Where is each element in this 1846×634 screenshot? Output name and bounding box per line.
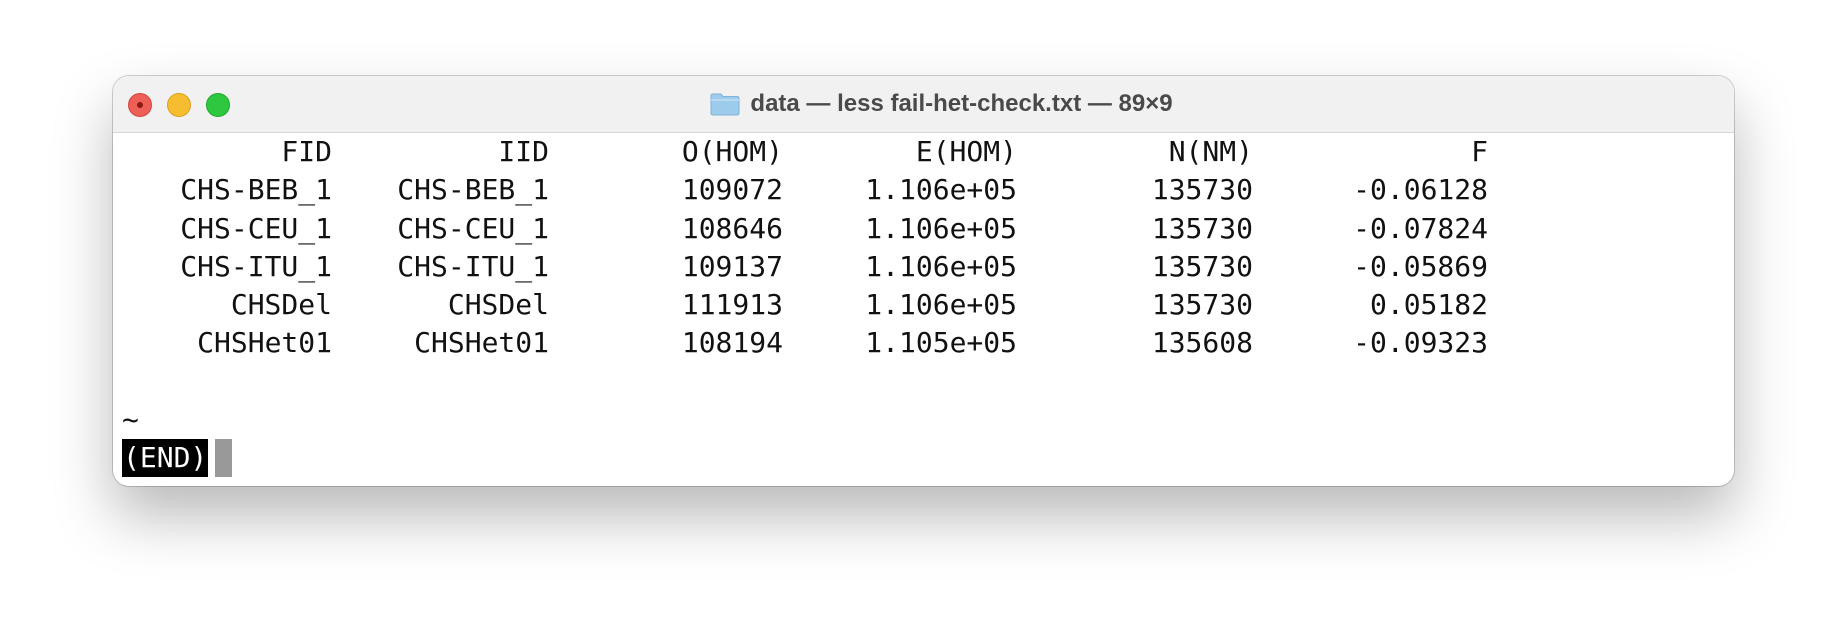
cell-ehom: 1.105e+05	[865, 326, 1017, 360]
cell-ohom: 108646	[681, 211, 783, 245]
window-title: data — less fail-het-check.txt — 89×9	[750, 90, 1173, 117]
cell-nnm: 135730	[1151, 173, 1253, 207]
cell-ehom: 1.106e+05	[865, 173, 1017, 207]
close-button[interactable]	[128, 93, 152, 117]
cell-fid: CHS-BEB_1	[180, 173, 332, 207]
cell-ohom: 111913	[681, 288, 783, 322]
cell-ohom: 108194	[681, 326, 783, 360]
folder-icon	[710, 93, 740, 116]
header-iid: IID	[498, 135, 549, 168]
cell-ehom: 1.106e+05	[865, 211, 1017, 245]
cell-nnm: 135730	[1151, 249, 1253, 283]
cell-iid: CHS-BEB_1	[397, 173, 549, 207]
title-bar[interactable]: data — less fail-het-check.txt — 89×9	[113, 76, 1734, 133]
cell-fid: CHSDel	[230, 288, 332, 322]
cell-nnm: 135608	[1151, 326, 1253, 360]
table-row: CHSDel CHSDel 111913 1.106e+05 135730 0.…	[122, 286, 1734, 324]
prompt-line[interactable]: (END)	[122, 439, 1734, 478]
cell-fid: CHS-ITU_1	[180, 249, 332, 283]
table-row: CHS-CEU_1 CHS-CEU_1 108646 1.106e+05 135…	[122, 210, 1734, 248]
cell-nnm: 135730	[1151, 211, 1253, 245]
header-nnm: N(NM)	[1168, 135, 1253, 168]
cell-f: -0.07824	[1353, 211, 1488, 245]
table-header-row: FID IID O(HOM) E(HOM) N(NM) F	[122, 133, 1734, 171]
table-row: CHS-ITU_1 CHS-ITU_1 109137 1.106e+05 135…	[122, 248, 1734, 286]
cell-iid: CHS-CEU_1	[397, 211, 549, 245]
terminal-content[interactable]: FID IID O(HOM) E(HOM) N(NM) F CHS-BEB_1 …	[122, 133, 1734, 486]
cell-fid: CHS-CEU_1	[180, 211, 332, 245]
minimize-button[interactable]	[167, 93, 191, 117]
header-fid: FID	[281, 135, 332, 168]
tilde-marker: ~	[122, 403, 139, 437]
cell-ohom: 109137	[681, 249, 783, 283]
cell-fid: CHSHet01	[197, 326, 332, 360]
filler-line: ~	[122, 401, 1734, 474]
cell-f: -0.05869	[1353, 249, 1488, 283]
zoom-button[interactable]	[206, 93, 230, 117]
terminal-window: data — less fail-het-check.txt — 89×9 FI…	[113, 76, 1734, 486]
text-cursor	[215, 439, 232, 478]
cell-iid: CHSDel	[447, 288, 549, 322]
cell-iid: CHS-ITU_1	[397, 249, 549, 283]
cell-ehom: 1.106e+05	[865, 249, 1017, 283]
cell-iid: CHSHet01	[414, 326, 549, 360]
cell-nnm: 135730	[1151, 288, 1253, 322]
header-ehom: E(HOM)	[915, 135, 1017, 168]
cell-ohom: 109072	[681, 173, 783, 207]
table-row: CHS-BEB_1 CHS-BEB_1 109072 1.106e+05 135…	[122, 171, 1734, 209]
filler-line: ~	[122, 363, 1734, 436]
header-ohom: O(HOM)	[681, 135, 783, 168]
end-prompt: (END)	[122, 439, 209, 478]
table-row: CHSHet01 CHSHet01 108194 1.105e+05 13560…	[122, 324, 1734, 362]
header-f: F	[1471, 135, 1488, 168]
cell-ehom: 1.106e+05	[865, 288, 1017, 322]
cell-f: -0.09323	[1353, 326, 1488, 360]
title-container: data — less fail-het-check.txt — 89×9	[113, 76, 1734, 132]
cell-f: 0.05182	[1369, 288, 1488, 322]
cell-f: -0.06128	[1353, 173, 1488, 207]
